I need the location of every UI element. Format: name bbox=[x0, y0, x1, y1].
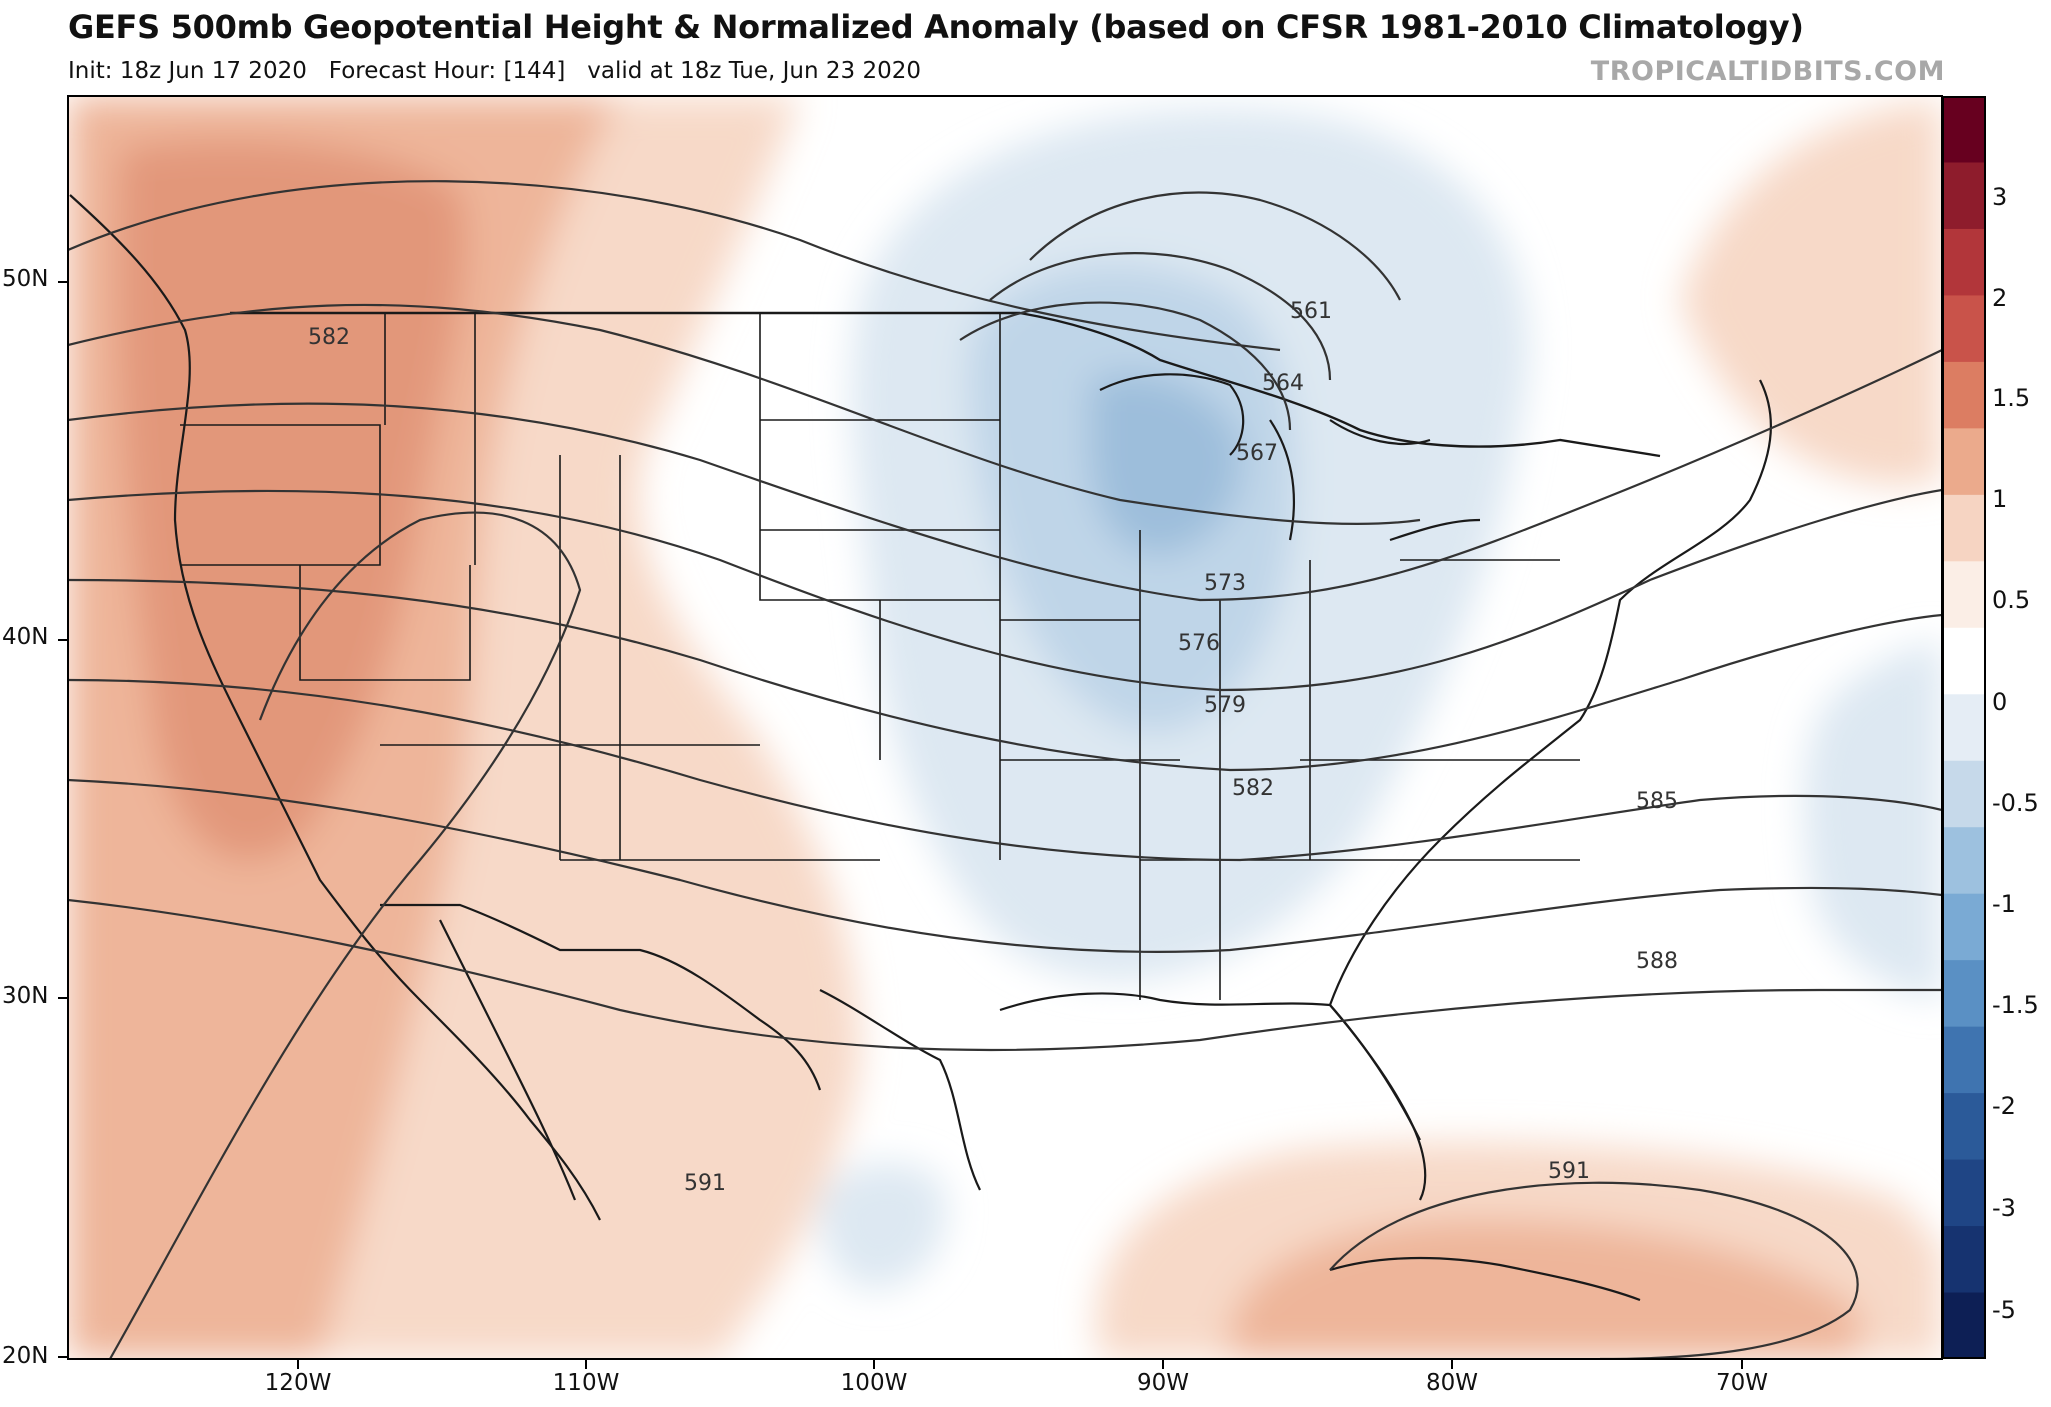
colorbar-label: 0.5 bbox=[1992, 586, 2031, 614]
coastlines-and-borders bbox=[69, 194, 1772, 1302]
contour-label: 564 bbox=[1262, 371, 1304, 396]
lon-label-90w: 90W bbox=[1136, 1370, 1190, 1396]
cool-anomaly-core bbox=[1090, 373, 1242, 555]
lat-label-30n: 30N bbox=[2, 983, 49, 1009]
atlantic-coast bbox=[1328, 379, 1772, 1006]
contour-label: 561 bbox=[1290, 299, 1332, 324]
colorbar-label: 3 bbox=[1992, 183, 2008, 211]
contour-label: 582 bbox=[308, 325, 350, 350]
cool-anomaly-mexico bbox=[819, 1162, 947, 1290]
us-mexico-border bbox=[380, 903, 822, 1091]
height-contours bbox=[68, 180, 1942, 1359]
forecast-hour: Forecast Hour: [144] bbox=[328, 58, 566, 84]
colorbar-frame bbox=[1942, 96, 1986, 1359]
colorbar-label: -1.5 bbox=[1992, 991, 2039, 1019]
contour-label: 579 bbox=[1204, 693, 1246, 718]
contour-label: 591 bbox=[1548, 1159, 1590, 1184]
lon-label-100w: 100W bbox=[840, 1370, 908, 1396]
lon-label-120w: 120W bbox=[264, 1370, 332, 1396]
colorbar-swatch bbox=[1942, 361, 1986, 429]
valid-time: valid at 18z Tue, Jun 23 2020 bbox=[587, 58, 922, 84]
colorbar-swatch bbox=[1942, 1292, 1986, 1359]
map-subtitle: Init: 18z Jun 17 2020 Forecast Hour: [14… bbox=[68, 58, 921, 84]
colorbar-label: 2 bbox=[1992, 284, 2008, 312]
lon-label-70w: 70W bbox=[1715, 1370, 1769, 1396]
colorbar-swatch bbox=[1942, 494, 1986, 562]
colorbar-label: -1 bbox=[1992, 890, 2016, 918]
colorbar-swatch bbox=[1942, 893, 1986, 961]
state-borders bbox=[180, 313, 1580, 1000]
contour-label: 591 bbox=[684, 1171, 726, 1196]
colorbar-swatch bbox=[1942, 96, 1986, 163]
lat-label-50n: 50N bbox=[2, 266, 49, 292]
colorbar-swatch bbox=[1942, 162, 1986, 230]
anomaly-shading bbox=[68, 96, 1942, 1359]
contour-label: 585 bbox=[1636, 789, 1678, 814]
colorbar-swatch bbox=[1942, 561, 1986, 629]
lat-label-40n: 40N bbox=[2, 624, 49, 650]
colorbar-label: 1 bbox=[1992, 485, 2008, 513]
colorbar-label: -0.5 bbox=[1992, 789, 2039, 817]
warm-anomaly-atlantic-canada bbox=[1680, 100, 1942, 485]
contour-labels: 582 561 564 567 573 576 579 582 585 588 … bbox=[308, 299, 1678, 1196]
colorbar-label: -5 bbox=[1992, 1296, 2016, 1324]
colorbar-swatch bbox=[1942, 295, 1986, 363]
lon-label-110w: 110W bbox=[552, 1370, 620, 1396]
colorbar-swatch bbox=[1942, 760, 1986, 828]
baja-california bbox=[439, 919, 577, 1201]
us-canada-border bbox=[230, 311, 1661, 458]
init-time: Init: 18z Jun 17 2020 bbox=[68, 58, 307, 84]
florida bbox=[1329, 1004, 1427, 1201]
colorbar-swatch bbox=[1942, 1026, 1986, 1094]
contour-label: 567 bbox=[1236, 441, 1278, 466]
colorbar-label: -3 bbox=[1992, 1194, 2016, 1222]
cool-anomaly-atlantic bbox=[1804, 640, 1942, 1000]
colorbar-label: -2 bbox=[1992, 1092, 2016, 1120]
site-credit: TROPICALTIDBITS.COM bbox=[1590, 56, 1945, 87]
colorbar-swatch bbox=[1942, 228, 1986, 296]
pacific-coast bbox=[69, 194, 601, 1221]
contour-label: 582 bbox=[1232, 776, 1274, 801]
colorbar-swatch bbox=[1942, 1093, 1986, 1161]
cuba bbox=[1329, 1256, 1641, 1302]
lon-label-80w: 80W bbox=[1425, 1370, 1479, 1396]
axis-ticks bbox=[58, 281, 1743, 1369]
colorbar-label: 0 bbox=[1992, 688, 2008, 716]
contour-label: 573 bbox=[1204, 571, 1246, 596]
colorbar-swatch bbox=[1942, 428, 1986, 496]
colorbar-label: 1.5 bbox=[1992, 384, 2031, 412]
colorbar-swatch bbox=[1942, 827, 1986, 895]
map-title: GEFS 500mb Geopotential Height & Normali… bbox=[68, 8, 1804, 46]
warm-anomaly-caribbean-core bbox=[1229, 1219, 1860, 1359]
great-lakes bbox=[1099, 373, 1481, 542]
colorbar-swatch bbox=[1942, 694, 1986, 762]
colorbar-swatch bbox=[1942, 627, 1986, 695]
colorbar-swatch bbox=[1942, 960, 1986, 1028]
contour-label: 588 bbox=[1636, 949, 1678, 974]
lat-label-20n: 20N bbox=[2, 1343, 49, 1369]
contour-label: 576 bbox=[1178, 631, 1220, 656]
colorbar bbox=[1942, 96, 1986, 1359]
colorbar-swatch bbox=[1942, 1159, 1986, 1227]
colorbar-swatch bbox=[1942, 1226, 1986, 1294]
